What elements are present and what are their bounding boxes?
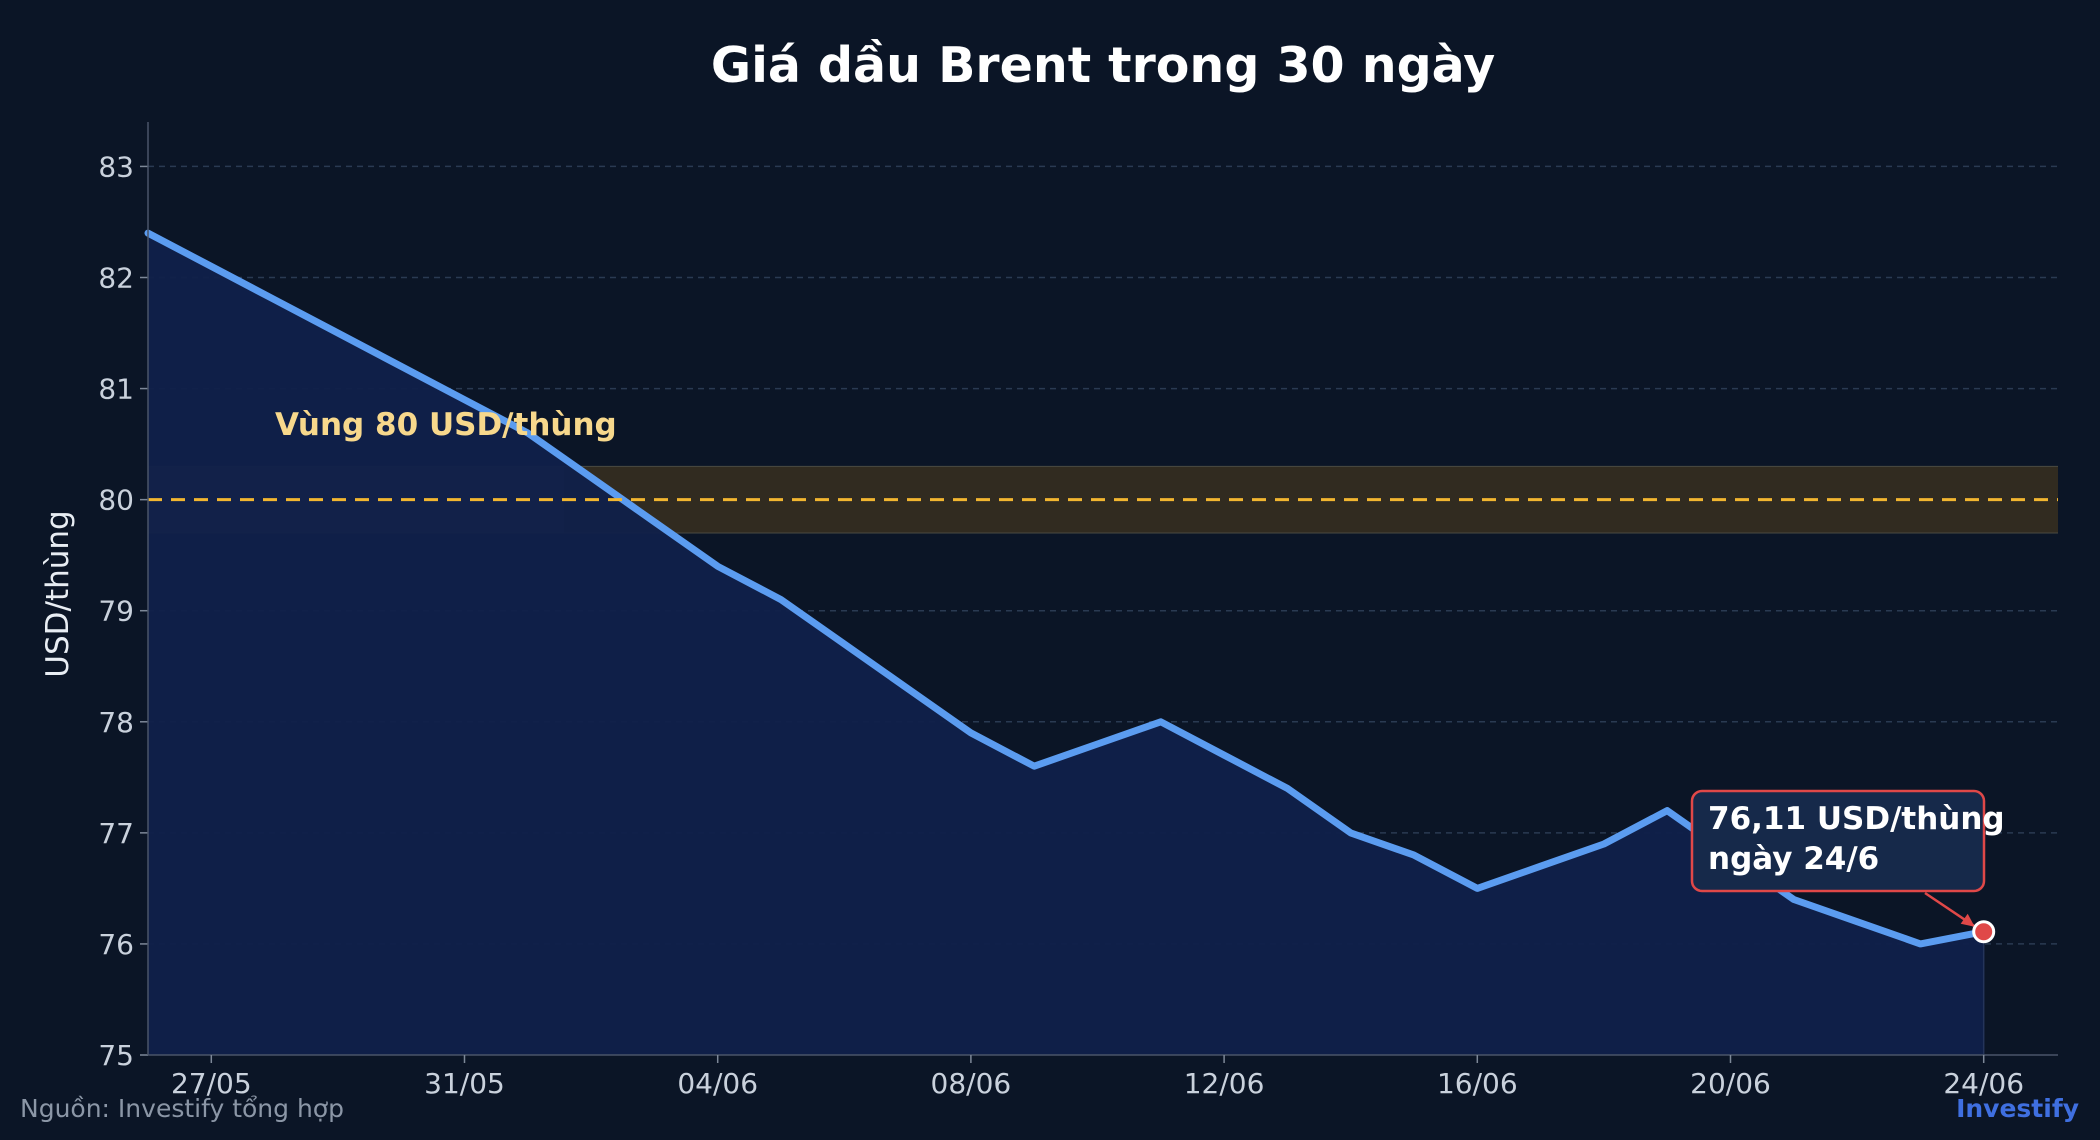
callout-text-line: 76,11 USD/thùng <box>1708 801 2005 837</box>
y-tick-label: 78 <box>98 706 134 739</box>
y-tick-label: 80 <box>98 484 134 517</box>
callout-text-line: ngày 24/6 <box>1708 841 1879 877</box>
x-tick-label: 31/05 <box>424 1067 505 1100</box>
y-tick-label: 76 <box>98 928 134 961</box>
axes <box>140 122 2058 1063</box>
reference-band-label: Vùng 80 USD/thùng <box>275 407 617 443</box>
price-line <box>144 229 1988 948</box>
y-tick-label: 77 <box>98 817 134 850</box>
y-axis-title: USD/thùng <box>40 510 76 677</box>
chart-title: Giá dầu Brent trong 30 ngày <box>711 37 1495 94</box>
annotation-group: 76,11 USD/thùng ngày 24/6 <box>1690 789 2005 944</box>
price-area-group <box>144 229 2058 1056</box>
x-tick-label: 16/06 <box>1437 1067 1518 1100</box>
brand-logo-text: Investify <box>1956 1094 2079 1123</box>
callout-box <box>1690 789 1986 893</box>
y-tick-label: 79 <box>98 595 134 628</box>
y-tick-labels: 75 76 77 78 79 80 81 82 83 <box>98 150 134 1072</box>
last-point-marker <box>1972 920 1996 944</box>
callout-arrowhead <box>1960 913 1975 927</box>
x-tick-label: 08/06 <box>931 1067 1012 1100</box>
x-tick-label: 04/06 <box>677 1067 758 1100</box>
x-tick-label: 27/05 <box>171 1067 252 1100</box>
source-note: Nguồn: Investify tổng hợp <box>20 1094 344 1123</box>
y-tick-label: 82 <box>98 262 134 295</box>
x-tick-labels: 27/05 31/05 04/06 08/06 12/06 16/06 20/06 24/06 <box>171 1067 2024 1100</box>
x-tick-label: 24/06 <box>1943 1067 2024 1100</box>
y-tick-label: 81 <box>98 373 134 406</box>
x-tick-label: 20/06 <box>1690 1067 1771 1100</box>
y-tick-label: 75 <box>98 1039 134 1072</box>
x-tick-label: 12/06 <box>1184 1067 1265 1100</box>
y-tick-label: 83 <box>98 150 134 183</box>
price-area-fill <box>148 233 1984 1056</box>
